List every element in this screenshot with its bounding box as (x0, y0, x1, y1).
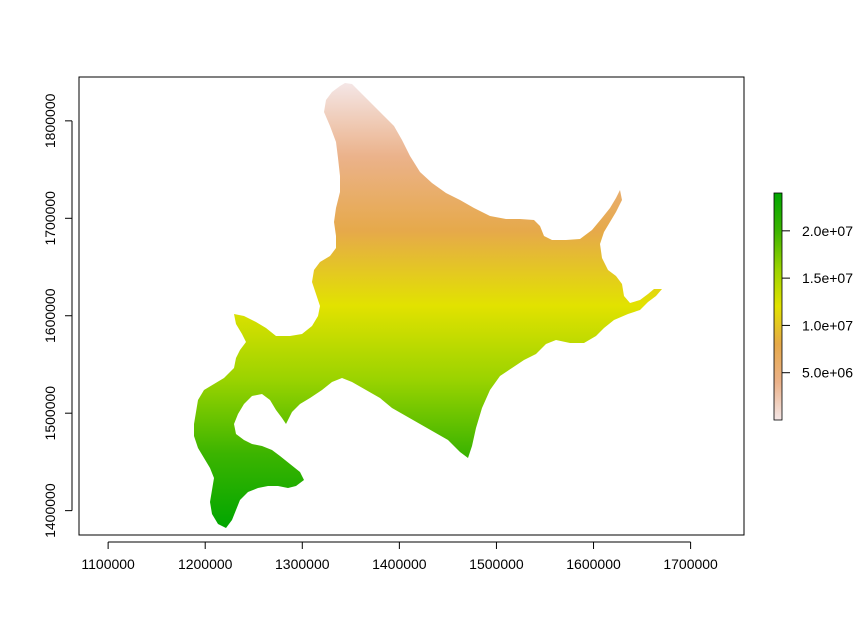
y-tick-label: 1800000 (42, 93, 58, 148)
x-tick-label: 1300000 (275, 556, 330, 572)
legend-tick-label: 1.0e+07 (802, 317, 853, 333)
x-tick-label: 1700000 (663, 556, 718, 572)
y-tick-label: 1600000 (42, 288, 58, 343)
x-tick-label: 1400000 (372, 556, 427, 572)
x-tick-label: 1200000 (178, 556, 233, 572)
y-tick-label: 1400000 (42, 483, 58, 538)
legend-color-bar (773, 192, 783, 421)
legend-tick-label: 2.0e+07 (802, 223, 853, 239)
x-tick-label: 1100000 (81, 556, 135, 572)
y-axis: 1400000 1500000 1600000 1700000 1800000 (42, 93, 73, 538)
legend-ticks: 2.0e+07 1.5e+07 1.0e+07 5.0e+06 (782, 223, 853, 381)
color-legend: 2.0e+07 1.5e+07 1.0e+07 5.0e+06 (773, 192, 853, 421)
x-tick-label: 1500000 (469, 556, 524, 572)
legend-tick-label: 1.5e+07 (802, 270, 853, 286)
legend-tick-label: 5.0e+06 (802, 365, 853, 381)
x-axis: 1100000 1200000 1300000 1400000 1500000 16000… (81, 541, 718, 572)
y-tick-label: 1700000 (42, 191, 58, 246)
x-tick-label: 1600000 (566, 556, 621, 572)
y-tick-label: 1500000 (42, 386, 58, 441)
hokkaido-landmass (194, 83, 662, 528)
plot-frame (78, 76, 745, 536)
